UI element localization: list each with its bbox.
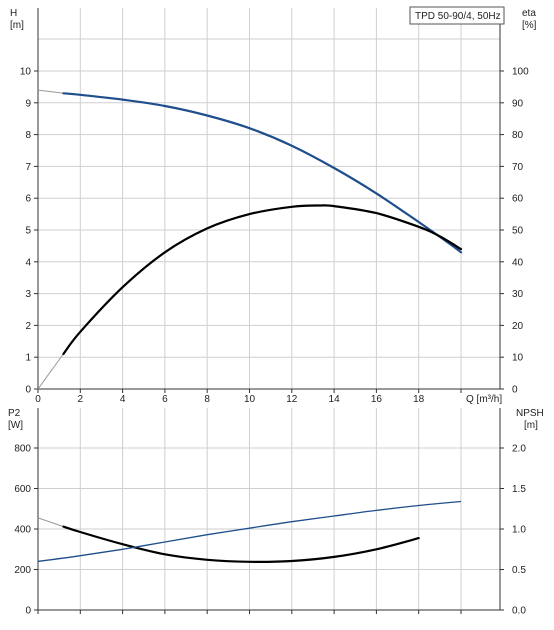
eta-axis-title-line2: [%] — [522, 20, 537, 31]
npsh-axis-title-line2: [m] — [524, 420, 538, 431]
top-frame — [34, 8, 504, 393]
right-tick-label: 50 — [512, 226, 524, 237]
x-tick-label: 10 — [244, 394, 256, 405]
left-tick-label: 800 — [14, 444, 31, 455]
bottom-tick-labels: 0 200 400 600 800 0.0 0.5 1.0 1.5 2.0 — [14, 444, 526, 617]
right-tick-label: 80 — [512, 130, 524, 141]
x-tick-label: 14 — [329, 394, 341, 405]
series-1-line — [37, 500, 462, 563]
x-tick-label: 18 — [413, 394, 425, 405]
eta-axis-title-line1: eta — [522, 8, 536, 19]
left-tick-label: 0 — [25, 606, 31, 617]
top-grid — [38, 8, 500, 389]
bottom-grid — [38, 408, 500, 610]
x-tick-label: 0 — [35, 394, 41, 405]
right-tick-label: 1.0 — [512, 525, 526, 536]
left-tick-label: 7 — [25, 162, 31, 173]
right-tick-label: 0.0 — [512, 606, 526, 617]
series-1-extension — [37, 353, 64, 390]
series-0-line — [62, 525, 420, 563]
right-tick-label: 30 — [512, 289, 524, 300]
right-tick-label: 10 — [512, 353, 524, 364]
bottom-series-layer — [37, 500, 462, 563]
x-tick-label: 16 — [371, 394, 383, 405]
right-tick-label: 70 — [512, 162, 524, 173]
series-0-extension — [37, 517, 64, 528]
left-tick-label: 6 — [25, 194, 31, 205]
legend-label: TPD 50-90/4, 50Hz — [415, 11, 501, 22]
x-tick-label: 8 — [204, 394, 210, 405]
h-axis-title-line1: H — [10, 8, 17, 19]
left-tick-label: 0 — [25, 385, 31, 396]
npsh-axis-title-line1: NPSH — [516, 408, 544, 419]
right-tick-label: 40 — [512, 257, 524, 268]
left-tick-label: 200 — [14, 565, 31, 576]
left-tick-label: 3 — [25, 289, 31, 300]
left-tick-label: 2 — [25, 321, 31, 332]
left-tick-label: 5 — [25, 226, 31, 237]
legend-box — [409, 6, 505, 25]
right-tick-label: 0.5 — [512, 565, 526, 576]
x-tick-label: 2 — [78, 394, 84, 405]
x-tick-label: 6 — [162, 394, 168, 405]
left-tick-label: 8 — [25, 130, 31, 141]
right-tick-label: 100 — [512, 67, 529, 78]
series-0-extension — [37, 89, 64, 94]
bottom-frame — [34, 408, 504, 614]
h-axis-title-line2: [m] — [10, 20, 24, 31]
x-tick-label: 4 — [120, 394, 126, 405]
right-tick-label: 2.0 — [512, 444, 526, 455]
series-1-line — [62, 204, 463, 356]
right-tick-label: 20 — [512, 321, 524, 332]
right-tick-label: 60 — [512, 194, 524, 205]
left-tick-label: 9 — [25, 98, 31, 109]
right-tick-label: 90 — [512, 98, 524, 109]
left-tick-label: 1 — [25, 353, 31, 364]
power-npsh-panel: 0 200 400 600 800 0.0 0.5 1.0 1.5 2.0 P2 [W] NPSH… — [8, 408, 544, 617]
left-tick-label: 600 — [14, 484, 31, 495]
top-series-layer — [37, 89, 463, 390]
right-tick-label: 1.5 — [512, 484, 526, 495]
left-tick-label: 400 — [14, 525, 31, 536]
right-tick-label: 0 — [512, 385, 518, 396]
left-tick-label: 10 — [20, 67, 32, 78]
p2-axis-title-line2: [W] — [8, 420, 23, 431]
x-tick-label: 12 — [286, 394, 298, 405]
series-0-line — [62, 92, 463, 254]
q-axis-title: Q [m³/h] — [466, 394, 502, 405]
left-tick-label: 4 — [25, 257, 31, 268]
p2-axis-title-line1: P2 — [8, 408, 21, 419]
